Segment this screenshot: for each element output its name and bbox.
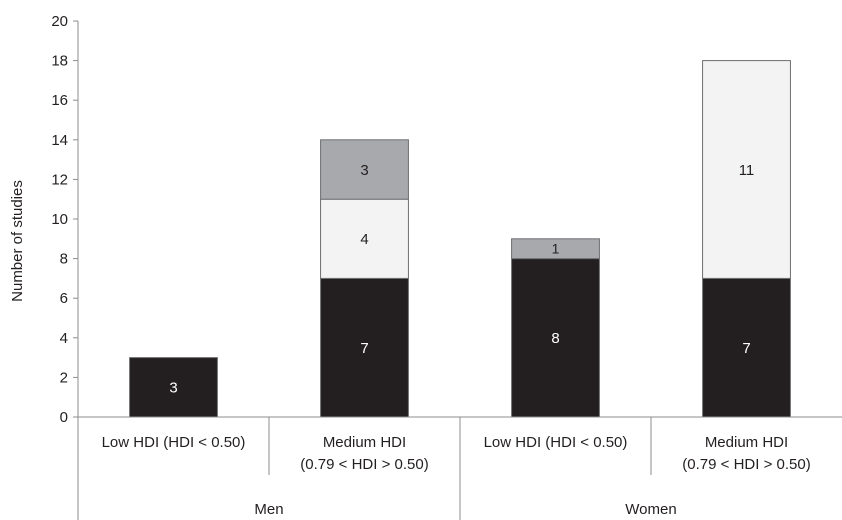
bar-value-label: 3 xyxy=(169,380,177,397)
x-axis-category-labels: Low HDI (HDI < 0.50) Medium HDI (0.79 < HD… xyxy=(102,434,811,518)
y-tick-label: 14 xyxy=(51,132,68,149)
x-group-label: Women xyxy=(625,501,676,518)
x-category-label-line: (0.79 < HDI > 0.50) xyxy=(682,456,810,473)
bar-value-label: 8 xyxy=(551,330,559,347)
bar-segment xyxy=(511,258,600,418)
bar-value-label: 11 xyxy=(739,162,755,179)
y-tick-label: 10 xyxy=(51,211,68,228)
bar-segment xyxy=(320,198,409,279)
x-category-label-line: Low HDI (HDI < 0.50) xyxy=(484,434,628,451)
bar-value-label: 7 xyxy=(360,340,368,357)
bar-value-labels: 3 7 4 3 8 1 7 11 xyxy=(169,162,754,397)
x-category-label: Low HDI (HDI < 0.50) xyxy=(484,434,628,451)
y-tick-label: 2 xyxy=(60,369,68,386)
x-category-label-line: Medium HDI xyxy=(705,434,788,451)
axes xyxy=(77,21,842,520)
x-category-label-line: Low HDI (HDI < 0.50) xyxy=(102,434,246,451)
bar-stacks xyxy=(129,60,791,418)
y-axis-title: Number of studies xyxy=(9,180,26,302)
x-category-label-line: (0.79 < HDI > 0.50) xyxy=(300,456,428,473)
y-axis-ticks: 0 2 4 6 8 10 12 14 16 18 20 xyxy=(51,13,78,426)
y-tick-label: 16 xyxy=(51,92,68,109)
y-tick-label: 20 xyxy=(51,13,68,30)
bar-segment xyxy=(320,277,409,418)
y-tick-label: 0 xyxy=(60,409,68,426)
y-tick-label: 6 xyxy=(60,290,68,307)
x-category-label-line: Medium HDI xyxy=(323,434,406,451)
bar-value-label: 7 xyxy=(742,340,750,357)
bar-segment xyxy=(511,238,600,260)
bar-segment xyxy=(129,357,218,418)
bar-segment xyxy=(702,60,791,279)
bar-value-label: 1 xyxy=(552,241,560,257)
bar-segment xyxy=(702,277,791,418)
bar-segment xyxy=(320,139,409,200)
y-tick-label: 4 xyxy=(60,330,68,347)
bar-value-label: 3 xyxy=(360,162,368,179)
x-category-label: Medium HDI (0.79 < HDI > 0.50) xyxy=(300,434,428,473)
y-tick-label: 8 xyxy=(60,251,68,268)
x-category-label: Medium HDI (0.79 < HDI > 0.50) xyxy=(682,434,810,473)
y-tick-label: 18 xyxy=(51,53,68,70)
bar-value-label: 4 xyxy=(360,231,368,248)
y-tick-label: 12 xyxy=(51,171,68,188)
x-category-label: Low HDI (HDI < 0.50) xyxy=(102,434,246,451)
x-group-label: Men xyxy=(254,501,283,518)
